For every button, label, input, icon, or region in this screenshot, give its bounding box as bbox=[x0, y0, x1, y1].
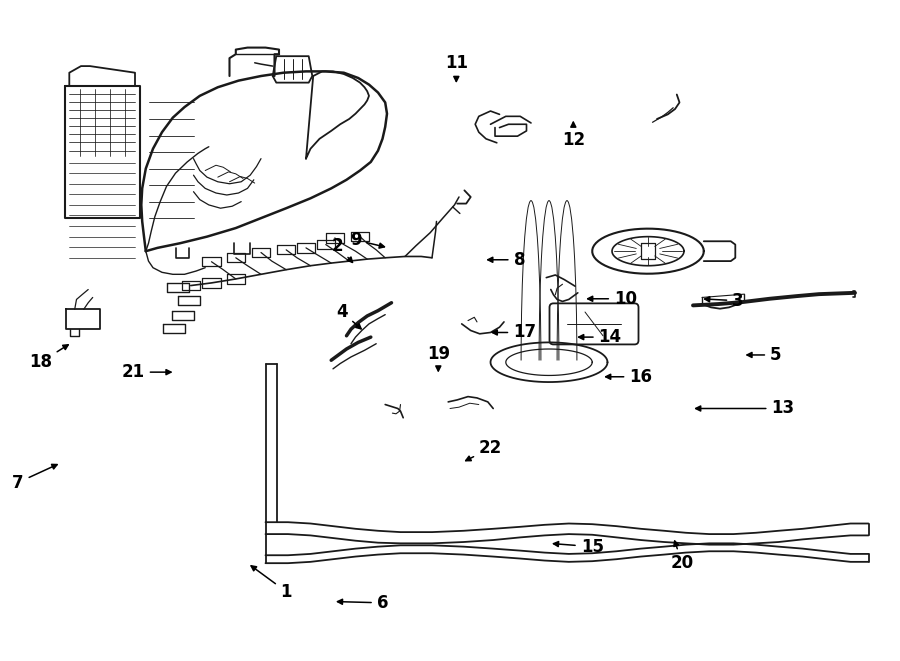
Text: 3: 3 bbox=[705, 292, 743, 310]
Text: 10: 10 bbox=[588, 290, 637, 308]
Text: 7: 7 bbox=[13, 465, 57, 492]
Text: 21: 21 bbox=[122, 363, 171, 381]
Text: 16: 16 bbox=[606, 368, 652, 386]
Text: 17: 17 bbox=[492, 323, 536, 342]
Text: 9: 9 bbox=[350, 231, 384, 249]
Text: 13: 13 bbox=[696, 399, 795, 418]
Text: 6: 6 bbox=[338, 594, 388, 612]
Text: 8: 8 bbox=[488, 251, 525, 269]
Text: 14: 14 bbox=[579, 328, 622, 346]
Text: 20: 20 bbox=[670, 541, 694, 572]
Text: 18: 18 bbox=[29, 345, 68, 371]
Text: 12: 12 bbox=[562, 122, 585, 149]
Text: 5: 5 bbox=[747, 346, 781, 364]
Text: 15: 15 bbox=[554, 537, 604, 556]
Text: 22: 22 bbox=[465, 439, 502, 461]
Text: 1: 1 bbox=[251, 566, 292, 601]
Text: 19: 19 bbox=[427, 344, 450, 371]
Text: 11: 11 bbox=[445, 54, 468, 81]
Text: 4: 4 bbox=[337, 303, 361, 329]
Text: 2: 2 bbox=[332, 237, 353, 262]
